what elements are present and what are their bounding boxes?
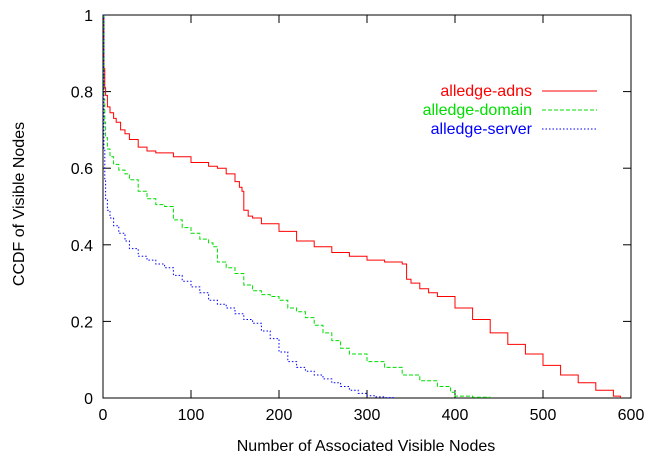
x-tick-label: 500	[530, 407, 557, 424]
y-tick-label: 0.4	[71, 238, 93, 255]
x-tick-label: 200	[266, 407, 293, 424]
x-tick-label: 600	[618, 407, 645, 424]
series-line-alledge-adns	[103, 14, 621, 398]
series-lines	[103, 14, 621, 399]
y-axis-title: CCDF of Visible Nodes	[11, 122, 28, 286]
y-tick-label: 1	[84, 8, 93, 25]
y-tick-label: 0.6	[71, 161, 93, 178]
x-tick-label: 300	[354, 407, 381, 424]
series-line-alledge-domain	[103, 14, 491, 398]
legend: alledge-adns alledge-domain alledge-server	[423, 83, 597, 138]
legend-label: alledge-domain	[423, 102, 532, 119]
axis-ticks: 0 100 200 300 400 500 600 0 0.2 0.4 0.6 0.8 1	[71, 8, 645, 424]
legend-label: alledge-server	[431, 121, 533, 138]
y-tick-label: 0	[84, 391, 93, 408]
x-tick-label: 0	[99, 407, 108, 424]
y-tick-label: 0.8	[71, 85, 93, 102]
legend-label: alledge-adns	[440, 83, 532, 100]
x-axis-title: Number of Associated Visible Nodes	[237, 438, 496, 455]
y-tick-label: 0.2	[71, 314, 93, 331]
x-tick-label: 100	[178, 407, 205, 424]
x-tick-label: 400	[442, 407, 469, 424]
